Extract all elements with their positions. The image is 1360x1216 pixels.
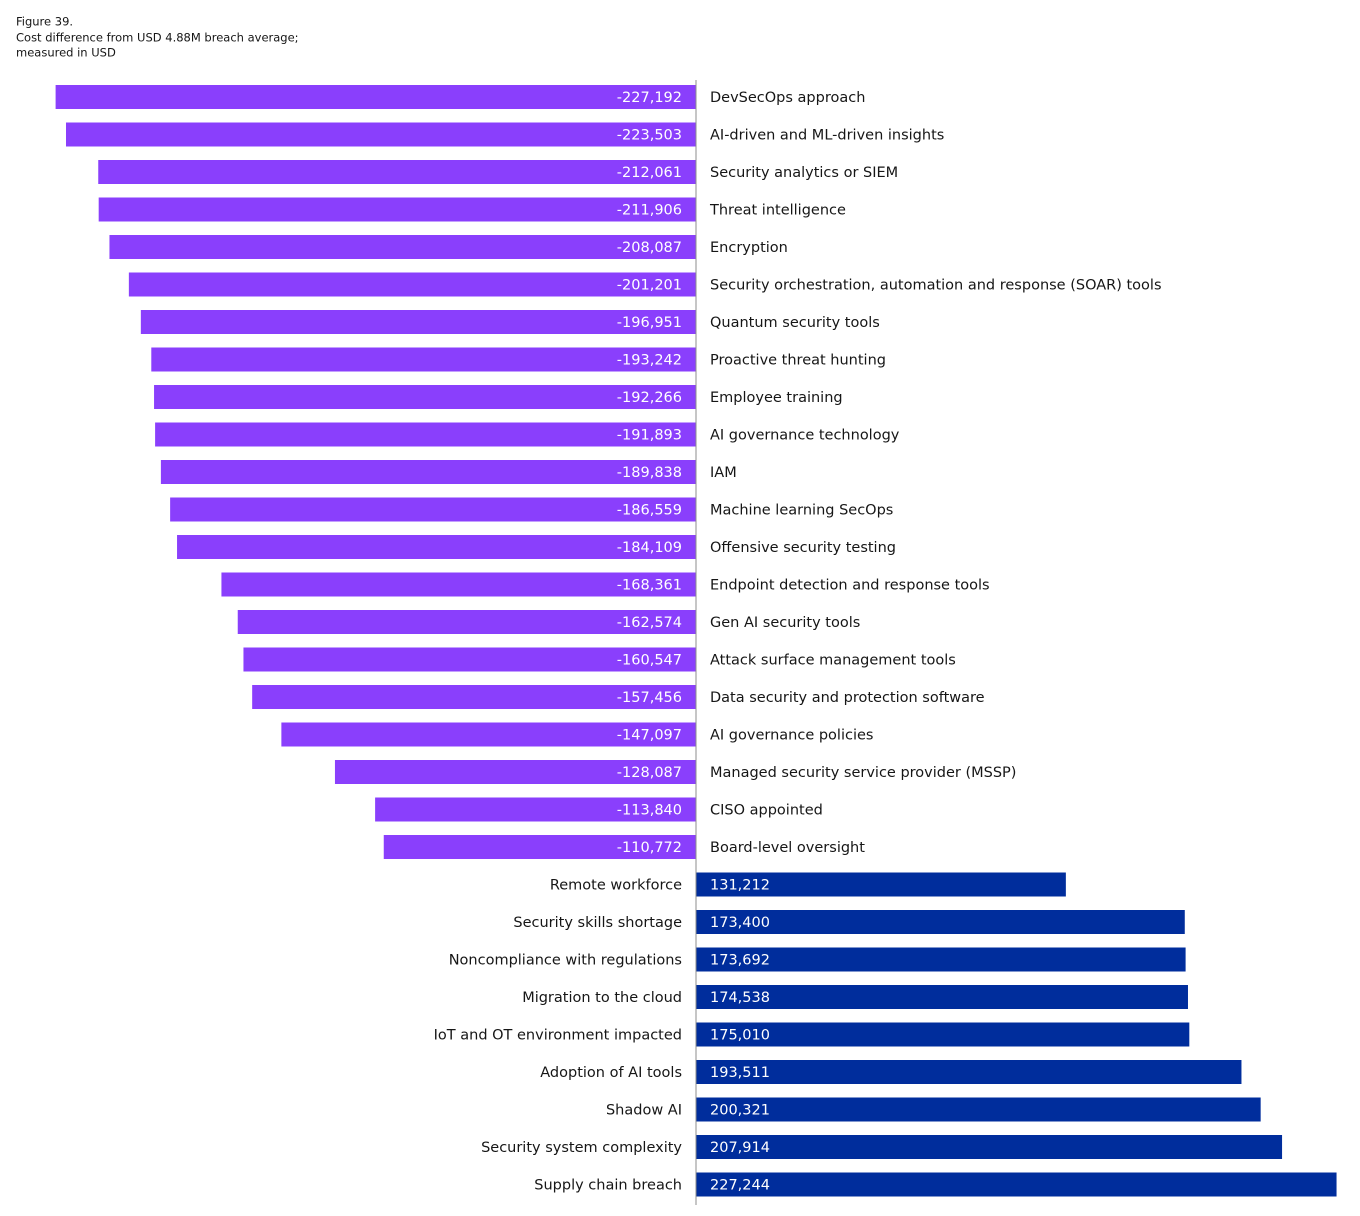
bar [696,910,1185,934]
value-label: -160,547 [617,653,682,669]
category-label: Remote workforce [550,878,682,894]
bar [696,872,1066,897]
category-label: Board-level oversight [710,840,865,856]
value-label: 174,538 [710,990,770,1006]
chart-title: Figure 39. [16,15,73,29]
value-label: -168,361 [617,578,682,594]
category-label: Employee training [710,390,843,406]
category-label: Gen AI security tools [710,615,860,631]
category-label: Noncompliance with regulations [449,953,682,969]
bar [696,1135,1283,1159]
category-label: Migration to the cloud [522,990,682,1006]
bar [155,422,696,447]
category-label: Adoption of AI tools [540,1065,682,1081]
bar [109,235,696,259]
bar [151,347,697,372]
bar [98,197,697,222]
value-label: 175,010 [710,1028,770,1044]
category-label: Security orchestration, automation and r… [710,278,1162,294]
bar [696,985,1188,1009]
chart-subtitle: measured in USD [16,46,116,60]
value-label: 200,321 [710,1103,770,1119]
category-label: Shadow AI [606,1103,682,1119]
category-label: Machine learning SecOps [710,503,893,519]
bar [154,385,696,409]
category-label: Data security and protection software [710,690,985,706]
bar [334,760,696,784]
category-label: Security skills shortage [513,915,682,931]
category-label: Quantum security tools [710,315,880,331]
category-label: AI governance technology [710,428,900,444]
bar [160,460,696,484]
bar [696,1172,1337,1197]
category-label: Supply chain breach [534,1178,682,1194]
value-label: -193,242 [617,353,682,369]
category-label: Offensive security testing [710,540,896,556]
value-label: -189,838 [617,465,682,481]
value-label: -147,097 [617,728,682,744]
value-label: -184,109 [617,540,682,556]
category-label: Encryption [710,240,788,256]
category-label: Attack surface management tools [710,653,956,669]
category-label: CISO appointed [710,803,823,819]
value-label: -196,951 [617,315,682,331]
bar [128,272,696,297]
bar [281,722,696,747]
value-label: 173,400 [710,915,770,931]
bar [696,1060,1242,1084]
bar [170,497,696,522]
value-label: 227,244 [710,1178,770,1194]
value-label: -208,087 [617,240,682,256]
value-label: -211,906 [617,203,682,219]
bar [696,947,1186,972]
value-label: -212,061 [617,165,682,181]
value-label: -192,266 [617,390,682,406]
category-label: IAM [710,465,737,481]
value-label: -128,087 [617,765,682,781]
category-label: DevSecOps approach [710,90,865,106]
category-label: AI governance policies [710,728,873,744]
bar [252,685,696,709]
category-label: Security system complexity [481,1140,682,1156]
value-label: 173,692 [710,953,770,969]
bar [55,85,696,109]
category-label: IoT and OT environment impacted [434,1028,682,1044]
chart-subtitle: Cost difference from USD 4.88M breach av… [16,31,299,45]
value-label: -162,574 [617,615,682,631]
category-label: Security analytics or SIEM [710,165,898,181]
bar [221,572,697,597]
bar [237,610,696,634]
value-label: -227,192 [617,90,682,106]
value-label: -186,559 [617,503,682,519]
value-label: -201,201 [617,278,682,294]
category-label: Endpoint detection and response tools [710,578,990,594]
bar [140,310,697,334]
value-label: -223,503 [617,128,682,144]
category-label: Threat intelligence [709,203,846,219]
value-label: -191,893 [617,428,682,444]
bar [375,797,696,822]
bar [383,835,696,859]
category-label: Managed security service provider (MSSP) [710,765,1016,781]
value-label: -110,772 [617,840,682,856]
bar [696,1022,1190,1047]
bar [243,647,697,672]
value-label: 131,212 [710,878,770,894]
bar [696,1097,1261,1122]
value-label: 193,511 [710,1065,770,1081]
category-label: AI-driven and ML-driven insights [710,128,944,144]
category-label: Proactive threat hunting [710,353,886,369]
bar [65,122,697,147]
bar [98,160,696,184]
value-label: -157,456 [617,690,682,706]
bar [177,535,697,559]
value-label: 207,914 [710,1140,770,1156]
value-label: -113,840 [617,803,682,819]
